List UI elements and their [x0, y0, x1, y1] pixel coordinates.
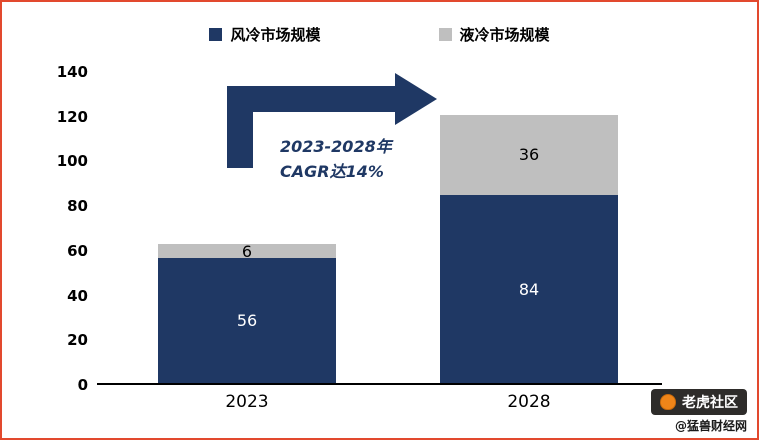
y-tick-label: 120 [56, 107, 88, 126]
bar-segment-liquid: 36 [440, 114, 618, 196]
y-tick-label: 140 [56, 63, 88, 81]
y-tick-label: 20 [67, 331, 88, 350]
x-axis-label: 2028 [507, 392, 551, 412]
watermark: 老虎社区 @猛兽财经网 [651, 389, 747, 434]
bar-segment-air: 84 [440, 195, 618, 383]
legend-swatch-air-icon [209, 28, 223, 41]
x-axis: 2023 2028 [97, 392, 662, 416]
cagr-annotation-line1: 2023-2028年 [280, 137, 392, 156]
legend: 风冷市场规模 液冷市场规模 [2, 24, 757, 45]
cagr-annotation: 2023-2028年 CAGR达14% [280, 134, 392, 184]
legend-item-liquid-cooling: 液冷市场规模 [438, 24, 550, 45]
tiger-community-badge-label: 老虎社区 [682, 395, 738, 411]
growth-arrow-icon [227, 73, 437, 168]
y-tick-label: 60 [67, 241, 88, 260]
legend-swatch-liquid-icon [438, 28, 452, 41]
bar-value-label: 36 [518, 145, 540, 165]
y-tick-label: 100 [56, 152, 88, 171]
legend-label-air: 风冷市场规模 [230, 26, 321, 44]
tiger-icon [660, 394, 676, 410]
tiger-community-badge: 老虎社区 [651, 389, 747, 415]
legend-label-liquid: 液冷市场规模 [459, 26, 550, 44]
y-tick-label: 80 [67, 197, 88, 216]
watermark-handle: @猛兽财经网 [674, 419, 747, 433]
x-axis-label: 2023 [225, 392, 269, 412]
y-axis: 0 20 40 60 80 100 120 140 [40, 63, 88, 394]
plot-area: 36 84 6 56 2023-2028年 CAGR达14% [97, 72, 662, 385]
bar-value-label: 6 [241, 241, 253, 261]
bar-value-label: 84 [518, 279, 540, 299]
cagr-annotation-line2: CAGR达14% [280, 162, 384, 181]
bar-segment-air: 56 [158, 257, 336, 383]
y-tick-label: 40 [67, 286, 88, 305]
bar-segment-liquid: 6 [158, 242, 336, 261]
bar-value-label: 56 [236, 310, 258, 330]
legend-item-air-cooling: 风冷市场规模 [209, 24, 321, 45]
y-tick-label: 0 [77, 376, 88, 394]
